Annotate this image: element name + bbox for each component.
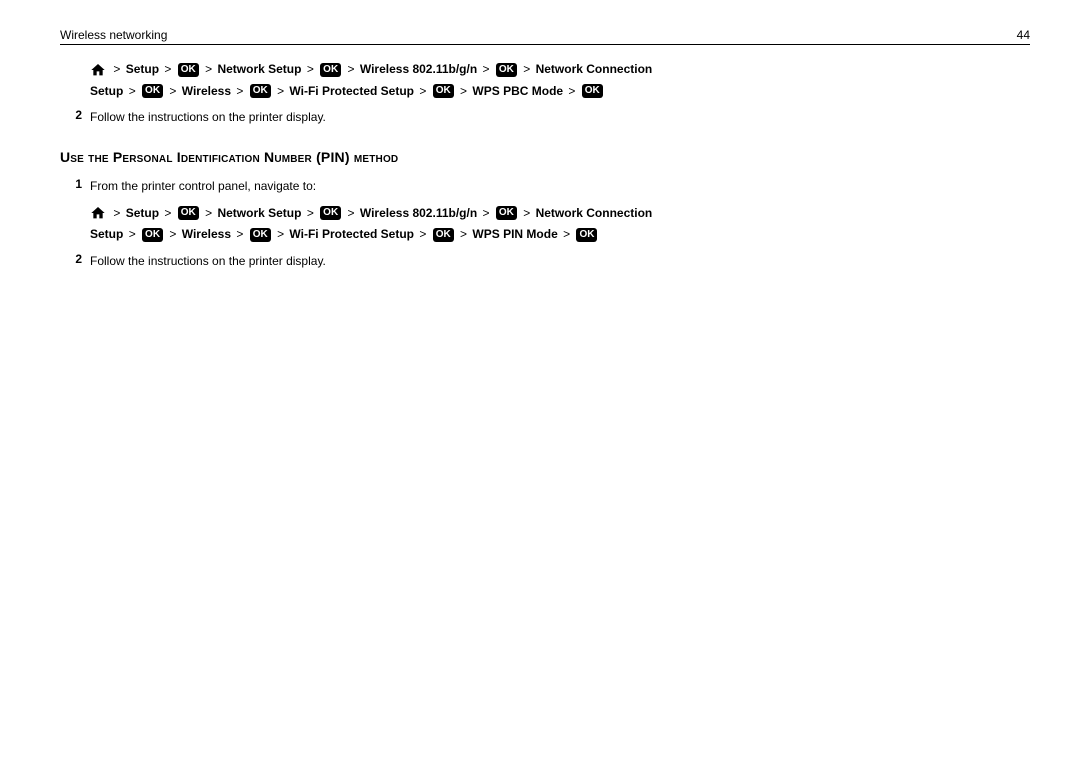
header-title: Wireless networking xyxy=(60,28,167,42)
nav-connection-post: Setup xyxy=(90,84,123,98)
nav-mode: WPS PIN Mode xyxy=(472,227,557,241)
separator: > xyxy=(460,84,467,98)
nav-connection-pre: Network Connection xyxy=(536,62,653,76)
separator: > xyxy=(307,62,314,76)
page-number: 44 xyxy=(1017,28,1030,42)
ok-badge: OK xyxy=(250,228,271,242)
step-number: 2 xyxy=(60,108,90,127)
nav-connection-post: Setup xyxy=(90,227,123,241)
nav-wifi-protected: Wi‑Fi Protected Setup xyxy=(289,84,414,98)
nav-setup: Setup xyxy=(126,206,159,220)
nav-wireless: Wireless 802.11b/g/n xyxy=(360,206,477,220)
separator: > xyxy=(113,206,120,220)
ok-badge: OK xyxy=(142,84,163,98)
separator: > xyxy=(113,62,120,76)
ok-badge: OK xyxy=(178,206,199,220)
nav-network-setup: Network Setup xyxy=(217,62,301,76)
separator: > xyxy=(169,227,176,241)
home-icon xyxy=(90,205,106,221)
separator: > xyxy=(205,206,212,220)
ok-badge: OK xyxy=(576,228,597,242)
step-pin-2: 2 Follow the instructions on the printer… xyxy=(60,252,1030,271)
ok-badge: OK xyxy=(178,63,199,77)
separator: > xyxy=(563,227,570,241)
separator: > xyxy=(523,62,530,76)
step-pin-1: 1 From the printer control panel, naviga… xyxy=(60,177,1030,245)
separator: > xyxy=(164,206,171,220)
nav-path-2: > Setup > OK > Network Setup > OK > Wire… xyxy=(90,203,1030,246)
step-body: From the printer control panel, navigate… xyxy=(90,177,1030,245)
nav-wireless2: Wireless xyxy=(182,227,231,241)
separator: > xyxy=(483,206,490,220)
separator: > xyxy=(523,206,530,220)
separator: > xyxy=(568,84,575,98)
nav-setup: Setup xyxy=(126,62,159,76)
step-2a: 2 Follow the instructions on the printer… xyxy=(60,108,1030,127)
separator: > xyxy=(205,62,212,76)
ok-badge: OK xyxy=(433,84,454,98)
step-number: 2 xyxy=(60,252,90,271)
nav-network-setup: Network Setup xyxy=(217,206,301,220)
separator: > xyxy=(419,227,426,241)
separator: > xyxy=(277,227,284,241)
separator: > xyxy=(236,84,243,98)
separator: > xyxy=(236,227,243,241)
step-pin-1-text: From the printer control panel, navigate… xyxy=(90,177,1030,196)
step-text: Follow the instructions on the printer d… xyxy=(90,108,1030,127)
separator: > xyxy=(348,206,355,220)
section-heading-pin: Use the Personal Identification Number (… xyxy=(60,149,1030,165)
separator: > xyxy=(169,84,176,98)
nav-wireless: Wireless 802.11b/g/n xyxy=(360,62,477,76)
nav-path-block-1: > Setup > OK > Network Setup > OK > Wire… xyxy=(60,59,1030,102)
separator: > xyxy=(307,206,314,220)
ok-badge: OK xyxy=(142,228,163,242)
step-text: Follow the instructions on the printer d… xyxy=(90,252,1030,271)
separator: > xyxy=(348,62,355,76)
separator: > xyxy=(277,84,284,98)
separator: > xyxy=(164,62,171,76)
ok-badge: OK xyxy=(496,206,517,220)
home-icon xyxy=(90,62,106,78)
page-header: Wireless networking 44 xyxy=(60,28,1030,45)
ok-badge: OK xyxy=(496,63,517,77)
ok-badge: OK xyxy=(320,63,341,77)
nav-wireless2: Wireless xyxy=(182,84,231,98)
separator: > xyxy=(129,227,136,241)
ok-badge: OK xyxy=(582,84,603,98)
ok-badge: OK xyxy=(250,84,271,98)
separator: > xyxy=(129,84,136,98)
nav-mode: WPS PBC Mode xyxy=(472,84,563,98)
ok-badge: OK xyxy=(433,228,454,242)
nav-connection-pre: Network Connection xyxy=(536,206,653,220)
document-page: Wireless networking 44 > Setup > OK > Ne… xyxy=(0,0,1080,271)
separator: > xyxy=(483,62,490,76)
step-body: > Setup > OK > Network Setup > OK > Wire… xyxy=(90,59,1030,102)
step-number: 1 xyxy=(60,177,90,245)
nav-wifi-protected: Wi‑Fi Protected Setup xyxy=(289,227,414,241)
separator: > xyxy=(419,84,426,98)
ok-badge: OK xyxy=(320,206,341,220)
step-number-blank xyxy=(60,59,90,102)
nav-path-1: > Setup > OK > Network Setup > OK > Wire… xyxy=(90,59,1030,102)
separator: > xyxy=(460,227,467,241)
